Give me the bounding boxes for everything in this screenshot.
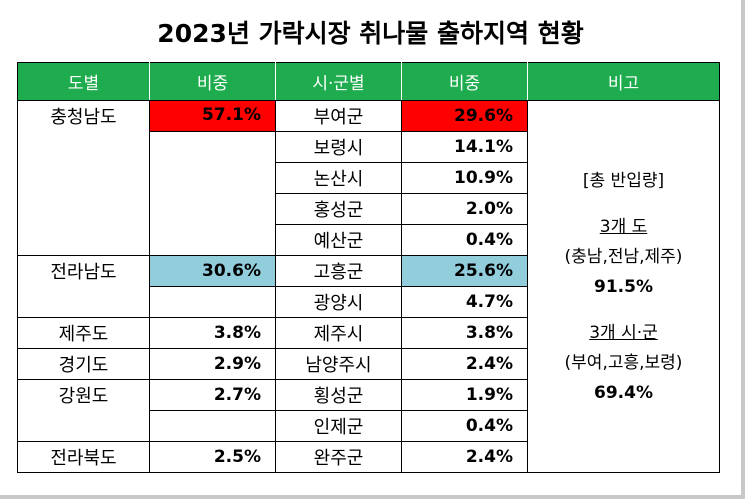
- note-cities-label: 3개 시·군: [589, 322, 658, 343]
- city-cell: 횡성군: [275, 379, 402, 411]
- table-row: 보령시 14.1%: [18, 131, 720, 256]
- province-cell: 제주도: [17, 317, 150, 349]
- city-share-cell: 10.9%: [401, 162, 528, 194]
- city-cell: 남양주시: [275, 348, 402, 380]
- header-province: 도별: [17, 62, 150, 101]
- city-share-cell: 0.4%: [401, 410, 528, 442]
- city-cell: 부여군: [275, 100, 402, 132]
- city-cell: 홍성군: [275, 193, 402, 225]
- table-row: 제주도 3.8% 제주시 3.8%: [17, 317, 720, 349]
- city-share-cell: 2.4%: [401, 441, 528, 473]
- city-share-cell: 4.7%: [401, 286, 528, 318]
- province-cell: 경기도: [17, 348, 150, 380]
- province-cell: 충청남도: [17, 100, 150, 256]
- city-share-cell: 0.4%: [401, 224, 528, 256]
- city-share-cell: 2.4%: [401, 348, 528, 380]
- city-cell: 광양시: [275, 286, 402, 318]
- city-cell: 완주군: [275, 441, 402, 473]
- province-share-empty: [149, 286, 276, 318]
- table-row: 전라북도 2.5% 완주군 2.4%: [17, 441, 720, 473]
- province-share-empty: [149, 131, 276, 256]
- header-note: 비고: [527, 62, 720, 101]
- header-row: 도별 비중 시·군별 비중 비고: [17, 62, 720, 101]
- province-share-empty: [149, 410, 276, 442]
- province-cell: 전라북도: [17, 441, 150, 473]
- city-share-cell: 3.8%: [401, 317, 528, 349]
- header-city: 시·군별: [275, 62, 402, 101]
- city-share-cell: 2.0%: [401, 193, 528, 225]
- note-provinces-list: (충남,전남,제주): [564, 246, 683, 267]
- table-row: 경기도 2.9% 남양주시 2.4%: [17, 348, 720, 380]
- table-row: 충청남도 57.1% 부여군 29.6% [총 반입량] 3개 도 (충남,전남…: [17, 100, 720, 473]
- city-share-cell: 14.1%: [401, 131, 528, 163]
- note-heading: [총 반입량]: [582, 170, 665, 191]
- table-row: 강원도 2.7% 횡성군 1.9%: [17, 379, 720, 442]
- province-share-cell: 57.1%: [149, 100, 276, 132]
- note-provinces-label: 3개 도: [599, 216, 648, 237]
- city-cell: 예산군: [275, 224, 402, 256]
- note-cities-list: (부여,고흥,보령): [564, 352, 683, 373]
- province-share-cell: 2.5%: [149, 441, 276, 473]
- page-title: 2023년 가락시장 취나물 출하지역 현황: [157, 19, 584, 48]
- city-cell: 인제군: [275, 410, 402, 442]
- province-share-cell: 30.6%: [149, 255, 276, 287]
- city-cell: 제주시: [275, 317, 402, 349]
- shipment-table: 도별 비중 시·군별 비중 비고 충청남도 57.1% 부여군 29.6% [총…: [17, 62, 720, 473]
- province-share-cell: 3.8%: [149, 317, 276, 349]
- header-city-share: 비중: [401, 62, 528, 101]
- table-row: 홍성군 2.0%: [18, 193, 720, 225]
- city-share-cell: 29.6%: [401, 100, 528, 132]
- city-cell: 논산시: [275, 162, 402, 194]
- province-cell: 강원도: [17, 379, 150, 442]
- province-share-cell: 2.7%: [149, 379, 276, 411]
- table-row: 전라남도 30.6% 고흥군 25.6%: [17, 255, 720, 318]
- note-cell: [총 반입량] 3개 도 (충남,전남,제주) 91.5% 3개 시·군 (부여…: [527, 100, 720, 473]
- city-share-cell: 1.9%: [401, 379, 528, 411]
- header-province-share: 비중: [149, 62, 276, 101]
- city-cell: 고흥군: [275, 255, 402, 287]
- table-row: 예산군 0.4%: [18, 224, 720, 256]
- city-cell: 보령시: [275, 131, 402, 163]
- note-provinces-value: 91.5%: [594, 276, 653, 297]
- city-share-cell: 25.6%: [401, 255, 528, 287]
- note-cities-value: 69.4%: [594, 382, 653, 403]
- province-cell: 전라남도: [17, 255, 150, 318]
- province-share-cell: 2.9%: [149, 348, 276, 380]
